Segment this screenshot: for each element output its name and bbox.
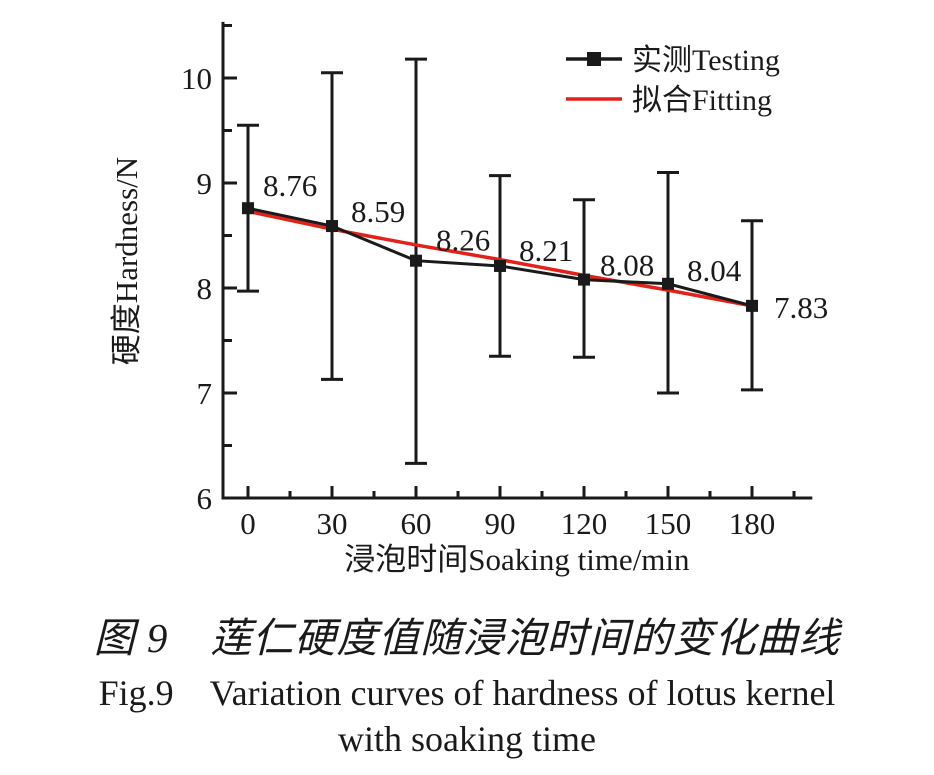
point-value-label: 8.76 — [263, 168, 317, 203]
point-value-label: 8.59 — [351, 194, 405, 229]
y-tick-labels: 6 7 8 9 10 — [181, 61, 212, 516]
legend-item-fitting: 拟合Fitting — [566, 84, 772, 117]
y-tick-label: 8 — [197, 271, 213, 306]
x-tick-label: 30 — [317, 506, 348, 541]
data-point-marker — [242, 202, 254, 215]
y-tick-label: 9 — [197, 166, 213, 201]
data-point-marker — [494, 259, 506, 272]
y-axis-ticks — [223, 24, 237, 500]
data-point-marker — [662, 277, 674, 290]
y-tick-label: 10 — [181, 61, 212, 96]
x-tick-label: 120 — [561, 506, 608, 541]
legend-testing-label: 实测Testing — [632, 44, 780, 77]
data-point-marker — [410, 254, 422, 267]
axes — [221, 21, 813, 500]
data-point-marker — [326, 220, 338, 233]
caption-english-line2: with soaking time — [338, 719, 596, 759]
hardness-chart: 6 7 8 9 10 0 30 60 90 120 150 180 硬度Hardness/N 浸泡时间So… — [109, 21, 828, 577]
caption-english-line1: Fig.9 Variation curves of hardness of lo… — [98, 673, 836, 713]
x-tick-label: 60 — [401, 506, 432, 541]
point-value-label: 8.04 — [687, 253, 742, 288]
caption-chinese: 图 9 莲仁硬度值随浸泡时间的变化曲线 — [93, 615, 841, 661]
x-axis-ticks — [246, 486, 796, 498]
testing-markers — [242, 202, 758, 312]
x-tick-labels: 0 30 60 90 120 150 180 — [240, 506, 775, 541]
x-axis-title: 浸泡时间Soaking time/min — [344, 542, 690, 577]
point-value-label: 8.26 — [436, 223, 490, 258]
point-labels: 8.76 8.59 8.26 8.21 8.08 8.04 7.83 — [263, 168, 828, 325]
point-value-label: 8.08 — [600, 248, 654, 283]
legend-testing-marker — [587, 52, 601, 66]
legend-item-testing: 实测Testing — [566, 44, 780, 77]
legend-fitting-label: 拟合Fitting — [632, 84, 772, 117]
x-tick-label: 150 — [645, 506, 692, 541]
point-value-label: 8.21 — [519, 233, 573, 268]
x-tick-label: 0 — [240, 506, 256, 541]
legend: 实测Testing 拟合Fitting — [566, 44, 780, 117]
y-axis-title: 硬度Hardness/N — [109, 157, 144, 365]
data-point-marker — [578, 273, 590, 286]
x-tick-label: 180 — [729, 506, 776, 541]
x-tick-label: 90 — [485, 506, 516, 541]
y-tick-label: 7 — [197, 376, 213, 411]
y-tick-label: 6 — [197, 481, 213, 516]
point-value-label: 7.83 — [774, 290, 828, 325]
data-point-marker — [746, 299, 758, 312]
